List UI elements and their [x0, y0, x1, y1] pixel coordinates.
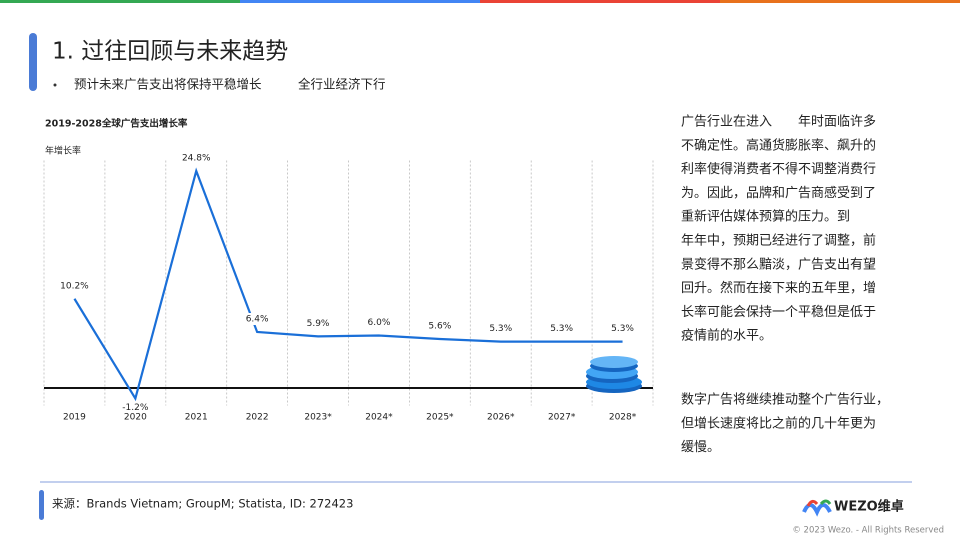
x-tick-label: 2026* [487, 413, 515, 423]
value-label-bg [362, 316, 395, 329]
top-stripe [720, 0, 960, 3]
value-label: 24.8% [182, 154, 211, 164]
bullet-text: 预计未来广告支出将保持平稳增长 [74, 77, 262, 92]
x-tick-label: 2027* [548, 413, 576, 423]
top-stripe [480, 0, 720, 3]
value-label: 5.6% [428, 322, 451, 332]
body-text: 长率可能会保持一个平稳但是低于 [681, 304, 876, 320]
value-label: 5.3% [489, 324, 512, 334]
x-tick-label: 2020 [124, 413, 147, 423]
x-tick-label: 2019 [63, 413, 86, 423]
x-tick-label: 2021 [185, 413, 208, 423]
body-text: 重新评估媒体预算的压力。到 [681, 209, 850, 225]
value-label-bg [180, 152, 213, 164]
x-tick-label: 2028* [609, 413, 637, 423]
value-label-bg [484, 322, 517, 335]
body-text: 景变得不那么黯淡，广告支出有望 [681, 256, 876, 272]
body-text: 年年中，预期已经进行了调整，前 [681, 233, 876, 249]
copyright: © 2023 Wezo. - All Rights Reserved [792, 526, 944, 536]
source-text: 来源：Brands Vietnam; GroupM; Statista, ID:… [52, 497, 353, 511]
chart-title: 2019-2028全球广告支出增长率 [45, 118, 188, 130]
data-line [73, 167, 623, 402]
x-tick-label: 2023* [304, 413, 332, 423]
value-label: 5.9% [307, 319, 330, 329]
body-text: 但增长速度将比之前的几十年更为 [681, 415, 876, 431]
value-label-bg [302, 317, 335, 330]
value-label: -1.2% [122, 403, 149, 413]
body-text: 数字广告将继续推动整个广告行业， [681, 393, 889, 408]
logo-text: WEZO维卓 [834, 499, 904, 515]
value-label-bg [545, 322, 578, 335]
x-tick-label: 2022 [246, 413, 269, 423]
top-stripe [240, 0, 480, 3]
accent-bar [29, 33, 37, 91]
value-label: 5.3% [611, 324, 634, 334]
body-text: 利率使得消费者不得不调整消费行 [681, 161, 876, 177]
value-label-bg [58, 279, 91, 292]
body-text: 不确定性。高通货膨胀率、飙升的 [681, 137, 876, 153]
bullet-text: 全行业经济下行 [298, 77, 386, 92]
body-text: 为。因此，品牌和广告商感受到了 [681, 185, 876, 201]
body-text: 广告行业在进入 年时面临许多 [681, 114, 876, 130]
logo-mark [802, 499, 832, 517]
body-text: 缓慢。 [681, 439, 720, 455]
x-tick-label: 2024* [365, 413, 393, 423]
bullet-dot [53, 83, 57, 87]
value-label-bg [606, 322, 639, 335]
source-bar [39, 490, 44, 520]
coin-icon [586, 356, 642, 393]
slide-title: 1. 过往回顾与未来趋势 [52, 39, 288, 65]
value-label-bg [423, 320, 456, 332]
body-text: 回升。然而在接下来的五年里，增 [681, 280, 876, 296]
top-stripe [0, 0, 240, 3]
value-label: 6.4% [246, 315, 269, 325]
value-label: 10.2% [60, 281, 89, 291]
value-label: 5.3% [550, 324, 573, 334]
value-label-bg [119, 401, 152, 414]
value-label-bg [241, 313, 274, 325]
y-axis-label: 年增长率 [45, 145, 81, 157]
body-text: 疫情前的水平。 [681, 328, 772, 344]
value-label: 6.0% [368, 318, 391, 328]
x-tick-label: 2025* [426, 413, 454, 423]
